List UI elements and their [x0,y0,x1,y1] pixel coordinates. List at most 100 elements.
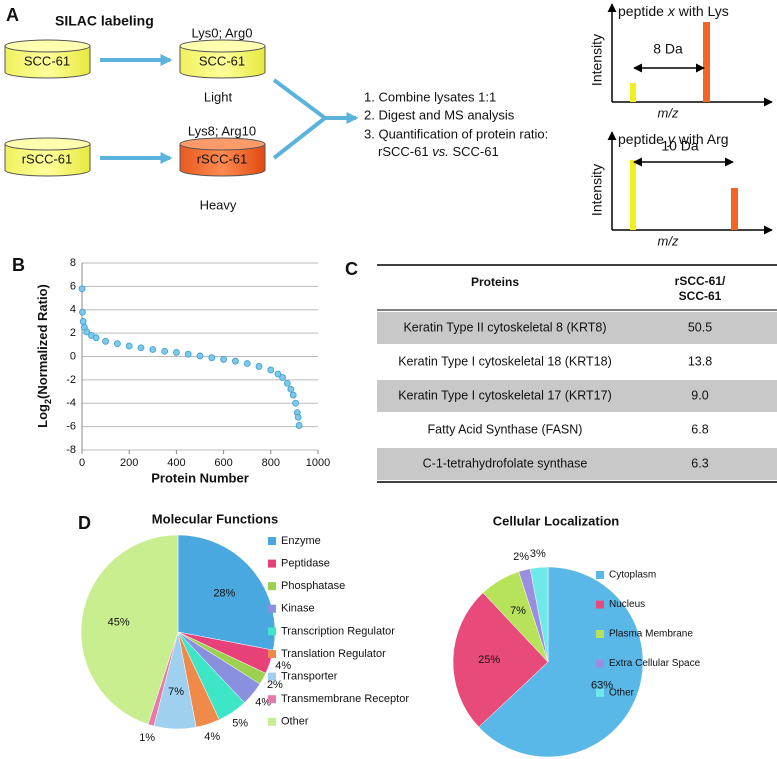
label-heavy: Lys8; Arg10 [188,123,256,138]
point [267,366,275,374]
legend-swatch [596,571,604,579]
y-tick-label: 2 [70,327,76,339]
light: Light [204,89,233,104]
legend-label: Phosphatase [281,580,345,592]
x-tick-label: 200 [120,457,138,469]
point [172,349,180,356]
legend-swatch [268,582,276,591]
point [279,374,287,381]
point [161,347,169,355]
slice-label: 1% [139,732,155,744]
point [287,385,295,393]
point [149,346,157,353]
point [83,328,91,336]
table-cell: Keratin Type I cytoskeletal 18 (KRT18) [398,354,612,368]
step: 3. Quantification of protein ratio: [364,126,548,141]
point [289,391,297,399]
legend-label: Nucleus [609,599,645,610]
legend-swatch [596,630,604,638]
legend-label: Plasma Membrane [609,629,693,640]
y-axis-label: Intensity [589,164,605,216]
point [295,422,303,429]
point [243,360,251,367]
chart-title: Molecular Functions [152,511,278,526]
legend-label: Cytoplasm [609,570,656,581]
legend-swatch [268,695,276,704]
point [196,352,204,360]
slice-label: 5% [232,717,248,729]
point [114,340,121,348]
legend-label: Extra Cellular Space [609,658,701,669]
table-cell: 9.0 [691,388,708,402]
slice-label: 2% [267,679,283,691]
title-part: with Lys [678,3,729,19]
y-tick-label: 0 [70,350,76,362]
table-cell: 6.8 [691,422,708,436]
panel-label: C [345,259,358,279]
slice-label: 7% [510,605,526,617]
legend-swatch [268,559,276,568]
slice-label: 3% [530,548,546,560]
x-tick-label: 400 [167,457,185,469]
point [184,350,192,358]
dish: rSCC-61 [179,137,266,177]
legend-label: Kinase [281,603,315,615]
legend-label: Transcription Regulator [281,625,395,637]
merge-lines [272,78,329,160]
table-header: SCC-61 [679,289,722,303]
legend-label: Enzyme [281,535,321,547]
point [294,413,302,421]
table-cell: Fatty Acid Synthase (FASN) [428,422,583,436]
slice [529,566,549,663]
table-row-bg [377,312,777,344]
x-axis-label: m/z [658,105,679,120]
panel-label: D [78,513,91,533]
legend-swatch [268,537,276,545]
legend-swatch [268,604,276,613]
step: 1. Combine lysates 1:1 [364,89,496,104]
legend-swatch [268,717,276,726]
dish-label: rSCC-61 [197,151,248,166]
point [231,357,239,365]
point [79,318,87,325]
y-tick-label: -2 [66,374,76,386]
pie-chart: 28% 4% 2% 4% 5% 4% 7% 1% 45% Enzyme Peptidase Phosp… [80,534,409,744]
y-axis-label: Log2(Normalized Ratio) [35,284,53,428]
slice-label: 28% [213,588,235,600]
slice-label: 4% [275,660,291,672]
x-tick-label: 600 [214,457,232,469]
slice [478,566,644,758]
panel-title: SILAC labeling [55,13,154,29]
x-tick-label: 800 [262,457,280,469]
spectrum-title: peptide y with Arg [618,131,729,147]
table-cell: C-1-tetrahydrofolate synthase [423,456,588,470]
y-tick-label: -6 [66,421,76,433]
table-header: rSCC-61/ [675,274,726,288]
point [125,342,133,350]
dish-label: SCC-61 [24,53,70,68]
x-axis-label: m/z [658,233,679,248]
y-tick-label: 8 [70,257,76,269]
slice-label: 4% [255,696,271,708]
point [255,363,263,370]
label-light: Lys0; Arg0 [192,25,253,40]
legend-swatch [596,659,604,668]
pie-chart: 63% 25% 7% 2% 3% Cytoplasm Nucleus Plasma Membr… [452,548,701,758]
shift: 10 Da [661,138,699,154]
slice-label: 25% [478,654,500,666]
point [283,379,291,387]
dish-label: rSCC-61 [22,151,73,166]
panel-label: A [6,5,19,25]
dish-label: SCC-61 [199,53,245,68]
x-axis-label: Protein Number [151,470,249,485]
panel-label: B [12,255,25,275]
label-part: (Normalized Ratio) [35,284,50,399]
point [79,308,86,316]
heavy: Heavy [200,197,237,212]
dish: SCC-61 [4,39,91,79]
legend-label: Peptidase [281,558,330,570]
legend-label: Transmembrane Receptor [281,693,409,705]
spectrum: peptide x with Lys 8 Da Intensity m/z [589,3,773,120]
table-row-bg [377,448,777,480]
point [92,334,100,342]
